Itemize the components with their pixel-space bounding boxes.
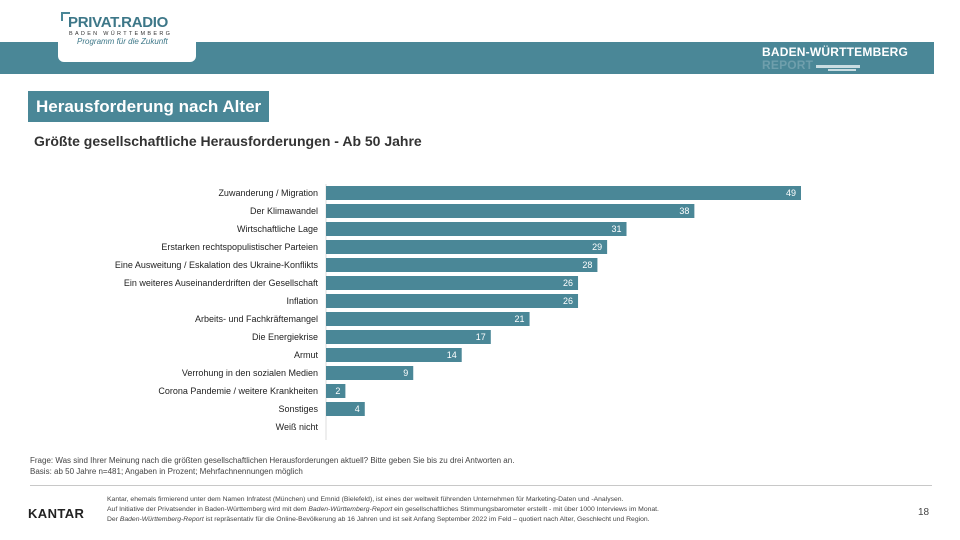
bar [326, 258, 598, 272]
slide-title: Herausforderung nach Alter [28, 91, 270, 122]
footer-divider [30, 485, 932, 486]
logo-corner-icon [61, 12, 70, 21]
category-label: Die Energiekrise [252, 332, 318, 342]
bar [326, 366, 414, 380]
logo-main-text: PRIVAT.RADIO [68, 14, 169, 31]
about-line-2: Auf Initiative der Privatsender in Baden… [107, 506, 659, 513]
report-name: Baden-Württemberg-Report [308, 506, 393, 513]
bar-value-label: 17 [476, 332, 486, 342]
bar [326, 384, 346, 398]
bar [326, 402, 365, 416]
privat-radio-logo [58, 10, 196, 62]
category-label: Verrohung in den sozialen Medien [182, 368, 318, 378]
bar-value-label: 28 [582, 260, 592, 270]
about-text: Auf Initiative der Privatsender in Baden… [107, 506, 309, 513]
bar [326, 240, 608, 254]
bar-value-label: 29 [592, 242, 602, 252]
about-text: Der [107, 516, 120, 523]
report-decor-line [828, 69, 856, 71]
category-label: Wirtschaftliche Lage [237, 224, 318, 234]
category-label: Weiß nicht [276, 422, 319, 432]
bar-value-label: 21 [515, 314, 525, 324]
logo-sub-text: BADEN WÜRTTEMBERG [69, 31, 173, 37]
category-label: Ein weiteres Auseinanderdriften der Gese… [124, 278, 319, 288]
bar [326, 222, 627, 236]
report-title: BADEN-WÜRTTEMBERG [762, 45, 909, 59]
category-label: Sonstiges [278, 404, 318, 414]
bar [326, 348, 462, 362]
about-text: ist repräsentativ für die Online-Bevölke… [203, 516, 650, 523]
bar-value-label: 38 [679, 206, 689, 216]
bar-value-label: 4 [355, 404, 360, 414]
category-label: Zuwanderung / Migration [218, 188, 318, 198]
bar [326, 204, 695, 218]
bar [326, 276, 579, 290]
about-line-3: Der Baden-Württemberg-Report ist repräse… [107, 516, 650, 523]
category-label: Der Klimawandel [250, 206, 318, 216]
page-number: 18 [918, 507, 930, 518]
report-name: Baden-Württemberg-Report [119, 516, 204, 523]
category-label: Erstarken rechtspopulistischer Parteien [161, 242, 318, 252]
bar [326, 186, 801, 200]
bar-value-label: 26 [563, 296, 573, 306]
bar [326, 312, 530, 326]
bar [326, 294, 579, 308]
basis-footnote: Basis: ab 50 Jahre n=481; Angaben in Pro… [30, 467, 303, 476]
about-text: ein gesellschaftliches Stimmungsbaromete… [392, 506, 659, 513]
bar-value-label: 14 [447, 350, 457, 360]
report-subtitle: REPORT [762, 58, 814, 72]
logo-tagline: Programm für die Zukunft [77, 37, 168, 46]
category-label: Eine Ausweitung / Eskalation des Ukraine… [115, 260, 319, 270]
question-footnote: Frage: Was sind Ihrer Meinung nach die g… [30, 456, 515, 465]
bar-value-label: 26 [563, 278, 573, 288]
about-text: Kantar, ehemals firmierend unter dem Nam… [107, 496, 624, 503]
bar-value-label: 31 [611, 224, 621, 234]
kantar-logo: KANTAR [28, 506, 85, 521]
bar-value-label: 2 [335, 386, 340, 396]
bar-value-label: 49 [786, 188, 796, 198]
bar [326, 330, 491, 344]
about-line-1: Kantar, ehemals firmierend unter dem Nam… [107, 496, 623, 503]
category-label: Inflation [286, 296, 318, 306]
bar-value-label: 9 [403, 368, 408, 378]
category-label: Arbeits- und Fachkräftemangel [195, 314, 318, 324]
category-label: Corona Pandemie / weitere Krankheiten [158, 386, 318, 396]
report-decor-line [816, 65, 860, 68]
chart-subtitle: Größte gesellschaftliche Herausforderung… [34, 133, 422, 149]
category-label: Armut [294, 350, 319, 360]
